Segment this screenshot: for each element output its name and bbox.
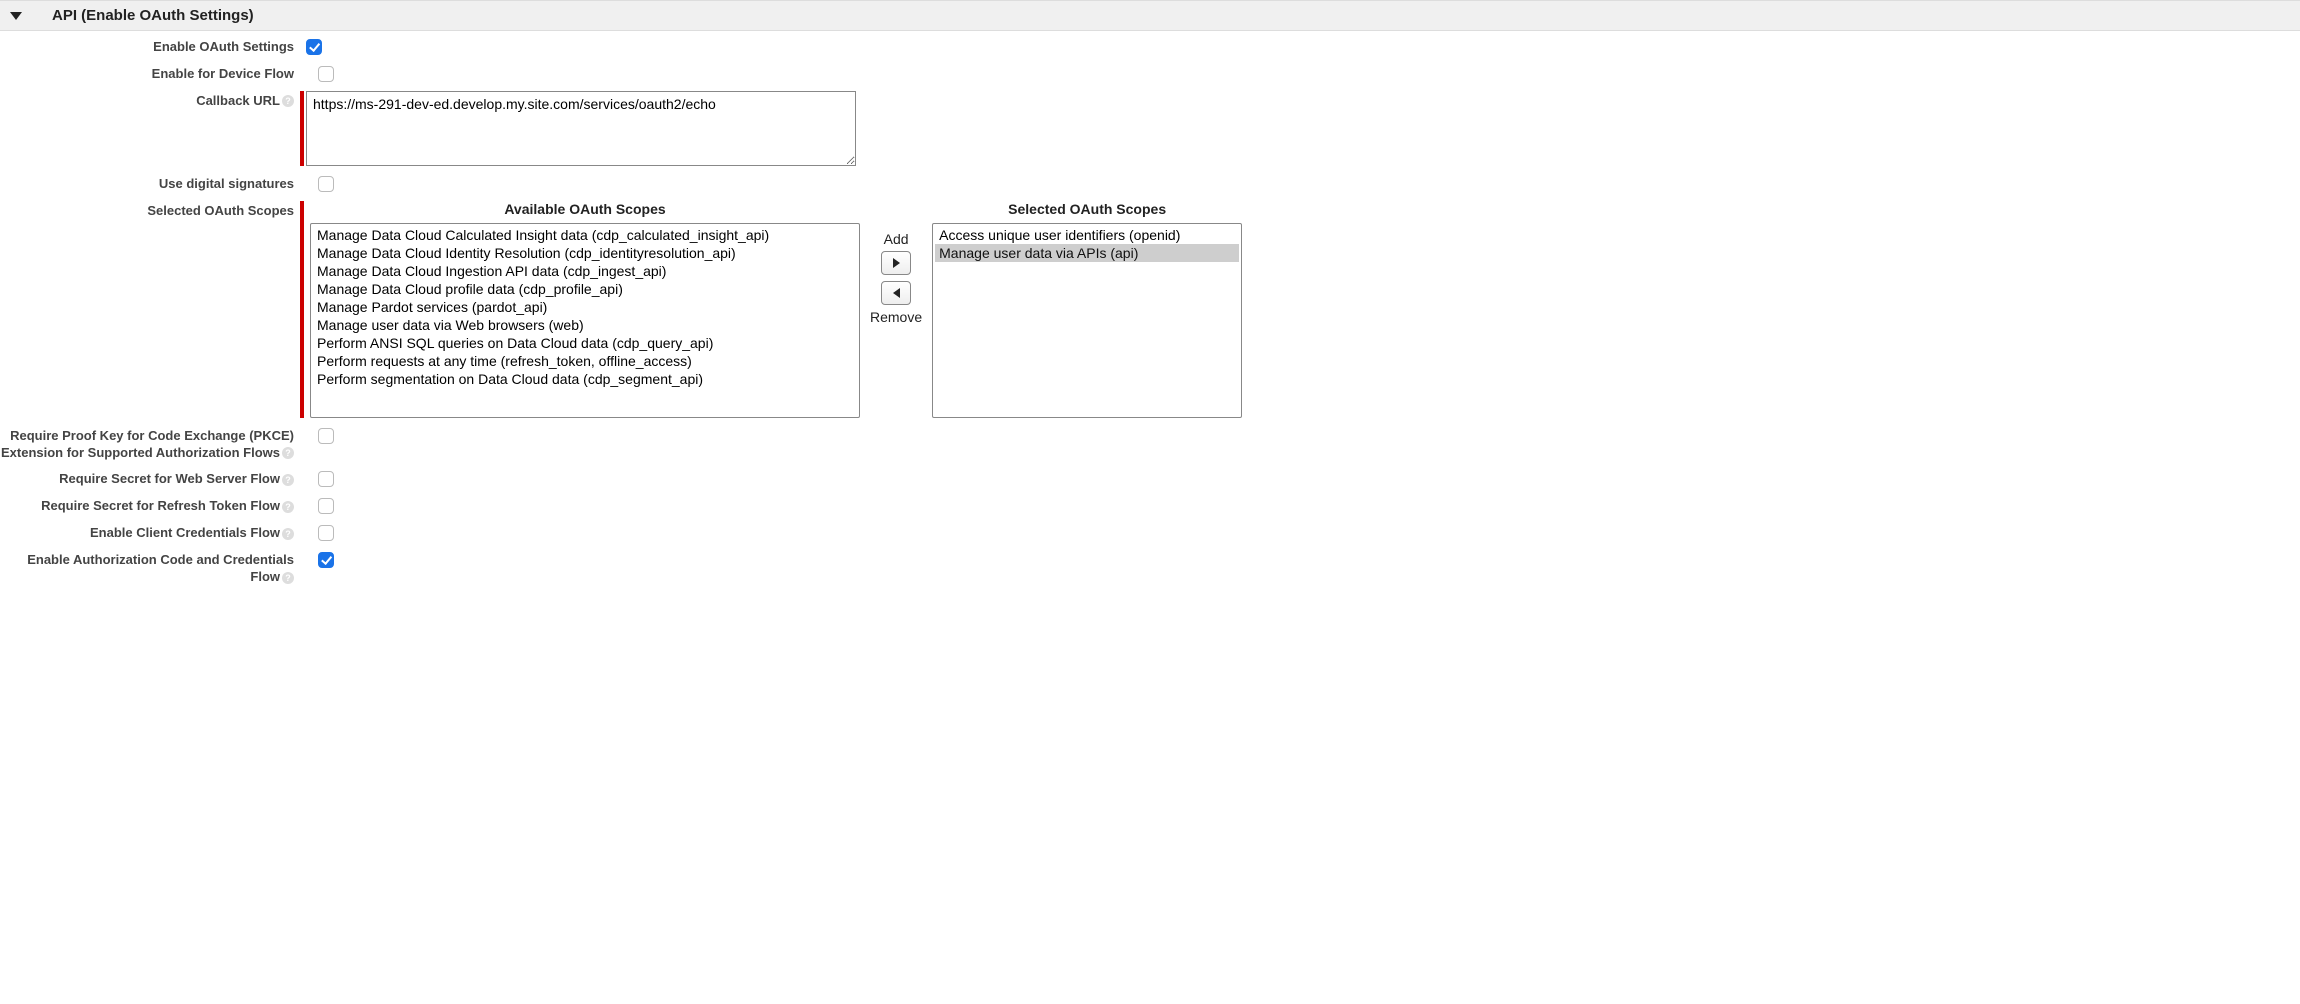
use-digital-signatures-checkbox[interactable] bbox=[318, 176, 334, 192]
label-require-secret-web-text: Require Secret for Web Server Flow bbox=[59, 471, 280, 486]
require-secret-refresh-checkbox[interactable] bbox=[318, 498, 334, 514]
scope-option[interactable]: Access unique user identifiers (openid) bbox=[935, 226, 1239, 244]
selected-scopes-panel: Selected OAuth Scopes Access unique user… bbox=[932, 201, 1242, 418]
scope-option[interactable]: Manage user data via APIs (api) bbox=[935, 244, 1239, 262]
label-enable-oauth: Enable OAuth Settings bbox=[0, 37, 300, 56]
callback-url-textarea[interactable] bbox=[306, 91, 856, 166]
transfer-buttons: Add Remove bbox=[870, 201, 922, 325]
label-require-secret-web: Require Secret for Web Server Flow? bbox=[0, 469, 300, 488]
form-area: Enable OAuth Settings Enable for Device … bbox=[0, 31, 2300, 586]
help-icon[interactable]: ? bbox=[282, 572, 294, 584]
section-title: API (Enable OAuth Settings) bbox=[52, 7, 254, 24]
label-callback-url-text: Callback URL bbox=[196, 93, 280, 108]
available-scopes-list[interactable]: Manage Data Cloud Calculated Insight dat… bbox=[310, 223, 860, 418]
require-pkce-checkbox[interactable] bbox=[318, 428, 334, 444]
label-digital-signatures: Use digital signatures bbox=[0, 174, 300, 193]
scope-option[interactable]: Manage user data via Web browsers (web) bbox=[313, 316, 857, 334]
arrow-right-icon bbox=[893, 258, 900, 268]
label-selected-scopes: Selected OAuth Scopes bbox=[0, 201, 300, 220]
label-client-credentials-text: Enable Client Credentials Flow bbox=[90, 525, 280, 540]
add-scope-button[interactable] bbox=[881, 251, 911, 275]
help-icon[interactable]: ? bbox=[282, 501, 294, 513]
enable-auth-code-credentials-checkbox[interactable] bbox=[318, 552, 334, 568]
scope-option[interactable]: Manage Data Cloud Identity Resolution (c… bbox=[313, 244, 857, 262]
help-icon[interactable]: ? bbox=[282, 474, 294, 486]
available-scopes-panel: Available OAuth Scopes Manage Data Cloud… bbox=[310, 201, 860, 418]
label-require-pkce-text: Require Proof Key for Code Exchange (PKC… bbox=[1, 428, 294, 460]
scope-option[interactable]: Manage Data Cloud Calculated Insight dat… bbox=[313, 226, 857, 244]
label-callback-url: Callback URL? bbox=[0, 91, 300, 110]
section-header[interactable]: API (Enable OAuth Settings) bbox=[0, 0, 2300, 31]
add-label: Add bbox=[884, 231, 909, 247]
selected-scopes-list[interactable]: Access unique user identifiers (openid)M… bbox=[932, 223, 1242, 418]
require-secret-web-checkbox[interactable] bbox=[318, 471, 334, 487]
scope-option[interactable]: Manage Pardot services (pardot_api) bbox=[313, 298, 857, 316]
enable-oauth-checkbox[interactable] bbox=[306, 39, 322, 55]
required-indicator bbox=[300, 91, 304, 166]
label-require-pkce: Require Proof Key for Code Exchange (PKC… bbox=[0, 426, 300, 462]
enable-client-credentials-checkbox[interactable] bbox=[318, 525, 334, 541]
label-auth-code-credentials-text: Enable Authorization Code and Credential… bbox=[27, 552, 294, 584]
available-scopes-title: Available OAuth Scopes bbox=[504, 201, 665, 217]
label-require-secret-refresh-text: Require Secret for Refresh Token Flow bbox=[41, 498, 280, 513]
label-auth-code-credentials: Enable Authorization Code and Credential… bbox=[0, 550, 300, 586]
scope-option[interactable]: Perform ANSI SQL queries on Data Cloud d… bbox=[313, 334, 857, 352]
scope-option[interactable]: Perform requests at any time (refresh_to… bbox=[313, 352, 857, 370]
scope-option[interactable]: Manage Data Cloud profile data (cdp_prof… bbox=[313, 280, 857, 298]
scope-option[interactable]: Manage Data Cloud Ingestion API data (cd… bbox=[313, 262, 857, 280]
scope-option[interactable]: Perform segmentation on Data Cloud data … bbox=[313, 370, 857, 388]
remove-scope-button[interactable] bbox=[881, 281, 911, 305]
help-icon[interactable]: ? bbox=[282, 447, 294, 459]
collapse-triangle-icon[interactable] bbox=[10, 12, 22, 20]
remove-label: Remove bbox=[870, 309, 922, 325]
arrow-left-icon bbox=[893, 288, 900, 298]
selected-scopes-title: Selected OAuth Scopes bbox=[1008, 201, 1166, 217]
required-indicator bbox=[300, 201, 304, 418]
label-enable-device-flow: Enable for Device Flow bbox=[0, 64, 300, 83]
enable-device-flow-checkbox[interactable] bbox=[318, 66, 334, 82]
scopes-container: Available OAuth Scopes Manage Data Cloud… bbox=[310, 201, 1242, 418]
help-icon[interactable]: ? bbox=[282, 95, 294, 107]
help-icon[interactable]: ? bbox=[282, 528, 294, 540]
label-client-credentials: Enable Client Credentials Flow? bbox=[0, 523, 300, 542]
label-require-secret-refresh: Require Secret for Refresh Token Flow? bbox=[0, 496, 300, 515]
